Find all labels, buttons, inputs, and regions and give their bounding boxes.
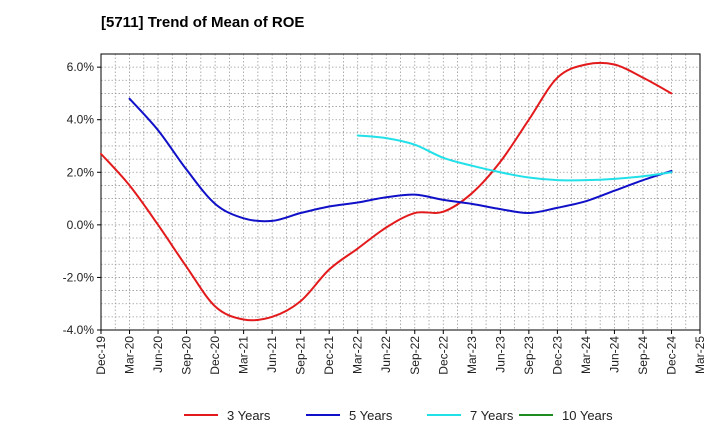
- plot-area-border: [100, 53, 701, 331]
- legend-label: 3 Years: [227, 407, 271, 423]
- x-tick-label: Mar-24: [579, 336, 593, 374]
- legend-swatch: [427, 414, 461, 416]
- x-tick-label: Dec-19: [94, 336, 108, 375]
- legend-item: 5 Years: [306, 404, 392, 426]
- y-tick-label: -4.0%: [63, 323, 95, 337]
- x-tick-label: Dec-21: [322, 336, 336, 375]
- series-line-3-years: [100, 61, 673, 322]
- series-lines: [100, 61, 673, 322]
- legend-swatch: [306, 414, 340, 416]
- series-line-7-years: [356, 134, 673, 182]
- x-tick-label: Sep-20: [180, 336, 194, 375]
- y-tick-label: -2.0%: [63, 270, 95, 284]
- legend-item: 3 Years: [184, 404, 270, 426]
- x-tick-label: Sep-23: [522, 336, 536, 375]
- legend-item: 7 Years: [427, 404, 513, 426]
- x-tick-label: Dec-23: [550, 336, 564, 375]
- y-axis-ticks: 6.0% 4.0% 2.0% 0.0% -2.0% -4.0%: [63, 60, 101, 337]
- y-tick-label: 2.0%: [67, 165, 95, 179]
- x-tick-label: Mar-25: [693, 336, 707, 374]
- x-tick-label: Sep-24: [636, 336, 650, 375]
- legend-label: 10 Years: [562, 407, 613, 423]
- legend-swatch: [519, 414, 553, 416]
- x-tick-label: Sep-21: [294, 336, 308, 375]
- x-axis-ticks: Dec-19 Mar-20 Jun-20 Sep-20 Dec-20 Mar-21 Jun-…: [94, 330, 707, 375]
- legend-item: 10 Years: [519, 404, 613, 426]
- series-line-5-years: [128, 97, 673, 223]
- y-tick-label: 4.0%: [67, 113, 95, 127]
- chart-title: [5711] Trend of Mean of ROE: [101, 14, 305, 31]
- x-tick-label: Mar-22: [351, 336, 365, 374]
- x-tick-label: Jun-21: [265, 336, 279, 373]
- x-tick-label: Jun-24: [607, 336, 621, 373]
- legend-label: 5 Years: [349, 407, 393, 423]
- y-tick-label: 0.0%: [67, 218, 95, 232]
- legend-swatch: [184, 414, 218, 416]
- x-tick-label: Jun-23: [493, 336, 507, 373]
- x-tick-label: Mar-21: [237, 336, 251, 374]
- x-tick-label: Sep-22: [408, 336, 422, 375]
- legend-label: 7 Years: [470, 407, 514, 423]
- x-tick-label: Dec-22: [436, 336, 450, 375]
- grid-lines: [101, 53, 700, 330]
- x-tick-label: Dec-24: [664, 336, 678, 375]
- x-tick-label: Mar-23: [465, 336, 479, 374]
- legend: 3 Years 5 Years 7 Years 10 Years: [0, 404, 720, 426]
- x-tick-label: Jun-20: [151, 336, 165, 373]
- x-tick-label: Dec-20: [208, 336, 222, 375]
- x-tick-label: Jun-22: [379, 336, 393, 373]
- x-tick-label: Mar-20: [123, 336, 137, 374]
- y-tick-label: 6.0%: [67, 60, 95, 74]
